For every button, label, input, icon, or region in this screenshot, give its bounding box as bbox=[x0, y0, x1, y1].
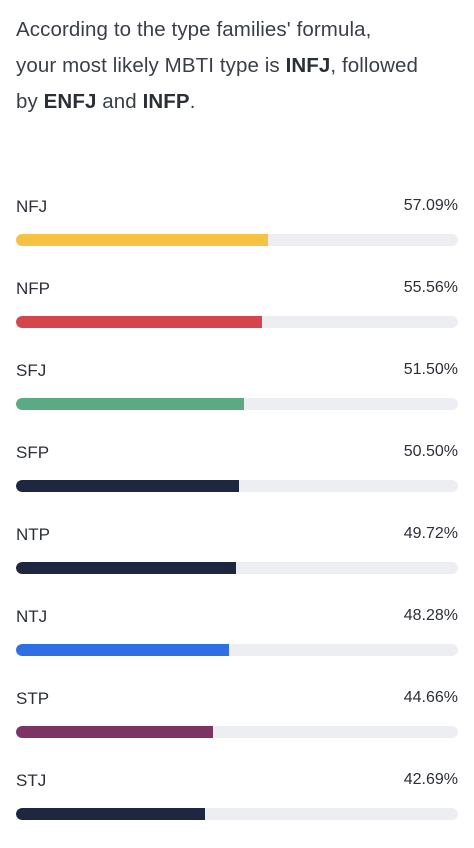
family-row-ntj: NTJ 48.28% bbox=[16, 602, 458, 684]
progress-fill bbox=[16, 562, 236, 574]
family-row-stj: STJ 42.69% bbox=[16, 766, 458, 848]
summary-line-2-suffix: , followed bbox=[330, 54, 418, 77]
family-label: NFJ bbox=[16, 197, 48, 216]
summary-line-3-suffix: . bbox=[189, 90, 196, 113]
progress-fill bbox=[16, 808, 205, 820]
family-percent: 44.66% bbox=[403, 689, 458, 706]
progress-fill bbox=[16, 398, 244, 410]
family-percent: 55.56% bbox=[403, 279, 458, 296]
family-percent: 57.09% bbox=[403, 197, 458, 214]
family-label: STJ bbox=[16, 771, 47, 790]
family-percent: 50.50% bbox=[403, 443, 458, 460]
second-type: ENFJ bbox=[43, 90, 97, 113]
summary-line-1: According to the type families' formula, bbox=[16, 18, 372, 41]
top-type: INFJ bbox=[285, 54, 331, 77]
progress-track bbox=[16, 234, 458, 246]
progress-track bbox=[16, 562, 458, 574]
result-summary: According to the type families' formula,… bbox=[16, 12, 462, 120]
family-label: NTP bbox=[16, 525, 50, 544]
family-row-sfj: SFJ 51.50% bbox=[16, 356, 458, 438]
family-label: NTJ bbox=[16, 607, 48, 626]
progress-track bbox=[16, 808, 458, 820]
summary-line-3-prefix: by bbox=[16, 90, 44, 113]
family-percent: 51.50% bbox=[403, 361, 458, 378]
summary-line-2-prefix: your most likely MBTI type is bbox=[16, 54, 286, 77]
progress-fill bbox=[16, 644, 230, 656]
family-row-sfp: SFP 50.50% bbox=[16, 438, 458, 520]
family-label: SFP bbox=[16, 443, 50, 462]
summary-line-3-mid: and bbox=[96, 90, 143, 113]
third-type: INFP bbox=[142, 90, 190, 113]
family-label: NFP bbox=[16, 279, 50, 298]
family-row-nfj: NFJ 57.09% bbox=[16, 192, 458, 274]
progress-track bbox=[16, 398, 458, 410]
progress-fill bbox=[16, 316, 262, 328]
type-family-list: NFJ 57.09% NFP 55.56% SFJ 51.50% SFP 50.… bbox=[16, 192, 458, 848]
progress-track bbox=[16, 726, 458, 738]
progress-fill bbox=[16, 726, 214, 738]
progress-track bbox=[16, 644, 458, 656]
progress-track bbox=[16, 316, 458, 328]
family-label: STP bbox=[16, 689, 50, 708]
progress-fill bbox=[16, 234, 269, 246]
family-label: SFJ bbox=[16, 361, 47, 380]
family-row-stp: STP 44.66% bbox=[16, 684, 458, 766]
family-percent: 49.72% bbox=[403, 525, 458, 542]
family-percent: 42.69% bbox=[403, 771, 458, 788]
family-row-nfp: NFP 55.56% bbox=[16, 274, 458, 356]
family-row-ntp: NTP 49.72% bbox=[16, 520, 458, 602]
family-percent: 48.28% bbox=[403, 607, 458, 624]
progress-track bbox=[16, 480, 458, 492]
progress-fill bbox=[16, 480, 240, 492]
